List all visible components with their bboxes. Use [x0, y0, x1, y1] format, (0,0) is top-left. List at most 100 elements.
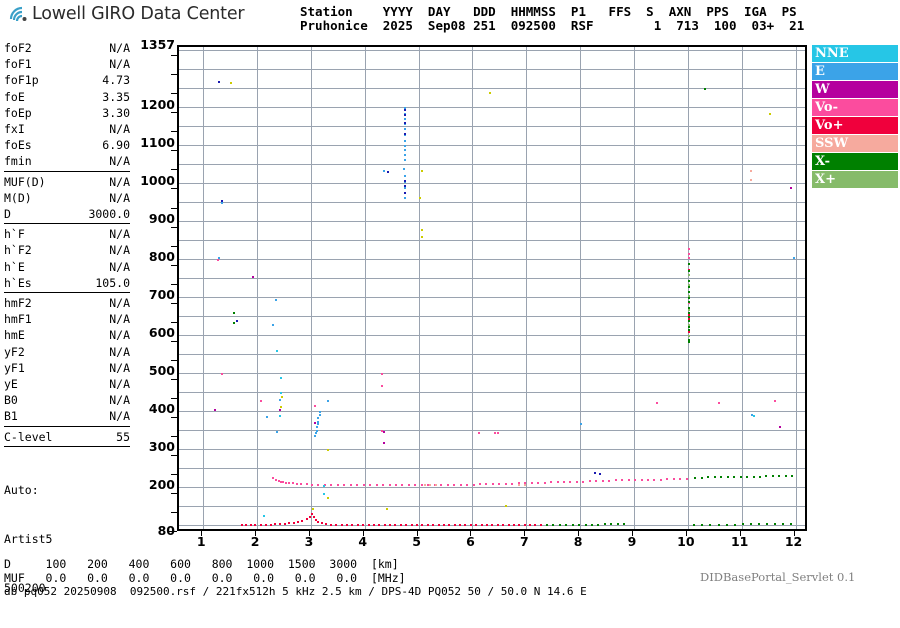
data-point-vo-	[369, 484, 372, 487]
legend-item-w[interactable]: W	[812, 81, 898, 99]
data-point-x-	[687, 329, 690, 332]
y-axis-tick-mark	[171, 188, 177, 190]
data-point-e	[278, 399, 281, 401]
param-group-confidence: C-level 55	[4, 429, 130, 447]
legend-item-x[interactable]: X-	[812, 153, 898, 171]
data-point-unclassified-darkblue	[235, 319, 238, 322]
data-point-vo-	[313, 404, 316, 407]
param-value: N/A	[109, 174, 130, 189]
data-point-unclassified-darkblue	[403, 192, 406, 195]
data-point-x-	[545, 523, 548, 526]
y-axis-tick-mark	[171, 93, 177, 95]
data-point-vo-	[254, 523, 257, 526]
data-point-vo-	[291, 482, 294, 485]
data-point-x-	[687, 297, 690, 299]
data-point-x-	[790, 522, 793, 525]
data-point-e	[792, 257, 795, 260]
param-value: N/A	[109, 57, 130, 72]
param-key: foF1p	[4, 73, 39, 88]
data-point-unclassified-darkblue	[403, 179, 406, 182]
data-point-unclassified-yellow	[386, 508, 389, 511]
data-point-unclassified-darkblue	[403, 184, 406, 187]
param-row: B1 N/A	[4, 408, 130, 424]
param-value: N/A	[109, 122, 130, 137]
ionogram-plot-area[interactable]	[177, 45, 807, 531]
legend-item-ssw[interactable]: SSW	[812, 135, 898, 153]
param-row: B0 N/A	[4, 392, 130, 408]
data-point-unclassified-darkblue	[218, 80, 221, 83]
data-point-vo-	[477, 432, 480, 435]
grid-line-horizontal	[179, 88, 805, 89]
data-point-vo-	[608, 479, 611, 482]
data-point-x-	[687, 306, 690, 309]
data-point-e	[403, 186, 406, 189]
data-point-x-	[687, 262, 690, 265]
data-point-ssw	[749, 179, 752, 182]
x-axis-tick-label: 3	[304, 534, 314, 549]
data-point-vo-	[646, 478, 649, 481]
y-axis-tick-mark	[171, 340, 177, 342]
grid-line-horizontal	[179, 278, 805, 279]
data-point-vo-	[310, 483, 313, 486]
data-point-vo-	[601, 479, 604, 482]
data-point-vo-	[432, 524, 435, 527]
y-axis-tick-mark	[171, 264, 177, 266]
data-point-x-	[725, 523, 728, 526]
data-point-vo-	[340, 523, 343, 526]
data-point-vo-	[389, 524, 391, 527]
param-row: hmF1 N/A	[4, 311, 130, 327]
data-point-vo-	[453, 524, 456, 527]
y-axis-tick-mark	[171, 416, 177, 418]
data-point-w	[382, 431, 385, 434]
data-point-vo-	[672, 478, 675, 481]
data-point-x-	[597, 523, 600, 526]
legend-item-x[interactable]: X+	[812, 171, 898, 189]
data-point-vo-	[288, 482, 291, 484]
data-point-w	[278, 409, 281, 412]
data-point-x-	[746, 475, 748, 478]
y-axis-tick-label: 80	[157, 523, 175, 538]
data-point-vo-	[504, 482, 507, 485]
param-value: N/A	[109, 312, 130, 327]
data-point-x-	[687, 335, 690, 338]
data-point-vo-	[426, 524, 429, 527]
x-axis-tick-mark	[362, 531, 364, 536]
data-point-vo-	[469, 524, 472, 527]
data-point-vo-	[653, 478, 656, 481]
param-group-muf: MUF(D) N/A M(D) N/A D 3000.0	[4, 174, 130, 225]
grid-line-vertical	[796, 47, 797, 529]
y-axis-tick-mark	[171, 397, 177, 399]
data-point-vo-	[556, 481, 559, 484]
grid-line-vertical	[634, 47, 635, 529]
y-axis-tick-label: 300	[148, 439, 175, 455]
data-point-unclassified-darkblue	[387, 171, 390, 174]
data-point-vo-	[349, 484, 352, 487]
data-point-vo-	[420, 483, 423, 486]
data-point-x-	[232, 321, 235, 324]
data-point-vo-	[485, 524, 488, 527]
x-axis-tick-mark	[578, 531, 580, 536]
data-point-vo-	[335, 523, 338, 526]
data-point-e	[275, 431, 278, 433]
data-point-e	[316, 429, 319, 432]
data-point-e	[316, 426, 319, 429]
param-row: foF1 N/A	[4, 56, 130, 72]
y-axis-tick-mark	[171, 150, 177, 152]
legend-item-vo[interactable]: Vo+	[812, 117, 898, 135]
legend-item-e[interactable]: E	[812, 63, 898, 81]
grid-line-horizontal	[179, 335, 805, 336]
param-key: yF2	[4, 344, 25, 359]
legend-item-nne[interactable]: NNE	[812, 45, 898, 63]
data-point-vo-	[442, 524, 445, 527]
y-axis-tick-mark	[171, 169, 177, 171]
data-point-vo-	[518, 524, 521, 527]
param-row: foF2 N/A	[4, 40, 130, 56]
data-point-x-	[709, 523, 712, 526]
data-point-vo-	[687, 253, 690, 256]
data-point-vo-	[245, 523, 248, 526]
data-point-vo-	[323, 483, 326, 486]
data-point-vo-	[517, 482, 520, 485]
legend-item-vo[interactable]: Vo-	[812, 99, 898, 117]
data-point-e	[315, 432, 318, 435]
data-point-vo-	[687, 247, 690, 250]
